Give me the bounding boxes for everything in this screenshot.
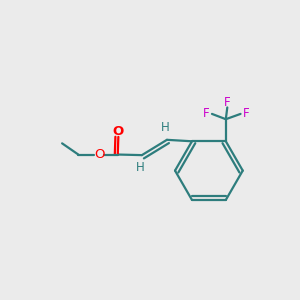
Text: H: H: [136, 161, 145, 174]
Text: F: F: [224, 96, 231, 109]
Text: O: O: [94, 148, 105, 161]
Text: O: O: [113, 125, 124, 138]
Text: F: F: [203, 107, 210, 120]
Text: H: H: [161, 121, 170, 134]
Text: F: F: [243, 107, 250, 120]
